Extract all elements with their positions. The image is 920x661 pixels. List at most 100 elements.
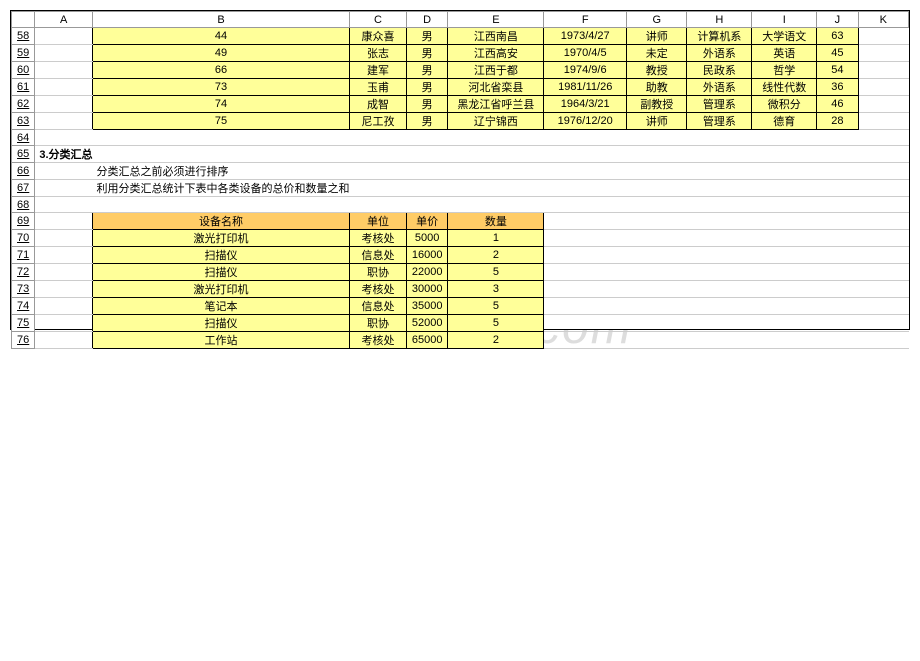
cell[interactable]: 52000 (406, 315, 447, 332)
cell[interactable] (858, 332, 908, 349)
cell[interactable]: 考核处 (350, 281, 407, 298)
cell[interactable]: 5000 (406, 230, 447, 247)
row-header[interactable]: 60 (12, 62, 35, 79)
cell[interactable] (817, 298, 858, 315)
row-header[interactable]: 73 (12, 281, 35, 298)
cell[interactable] (626, 213, 687, 230)
cell[interactable]: 男 (406, 79, 447, 96)
cell[interactable] (687, 163, 752, 180)
cell[interactable] (350, 180, 407, 197)
cell[interactable] (687, 197, 752, 213)
cell[interactable]: 3 (448, 281, 544, 298)
note-text[interactable]: 分类汇总之前必须进行排序 (93, 163, 350, 180)
cell[interactable]: 44 (93, 28, 350, 45)
cell[interactable] (858, 264, 908, 281)
cell[interactable] (858, 247, 908, 264)
cell[interactable] (817, 247, 858, 264)
cell[interactable] (687, 281, 752, 298)
cell[interactable]: 张志 (350, 45, 407, 62)
cell[interactable]: 管理系 (687, 113, 752, 130)
cell[interactable] (35, 230, 93, 247)
cell[interactable] (544, 298, 627, 315)
cell[interactable] (626, 146, 687, 163)
cell[interactable] (687, 180, 752, 197)
cell[interactable]: 30000 (406, 281, 447, 298)
cell[interactable] (752, 230, 817, 247)
cell[interactable] (752, 281, 817, 298)
cell[interactable] (35, 213, 93, 230)
cell[interactable] (752, 298, 817, 315)
cell[interactable] (350, 146, 407, 163)
cell[interactable]: 男 (406, 45, 447, 62)
cell[interactable] (35, 315, 93, 332)
cell[interactable] (687, 332, 752, 349)
header-cell[interactable]: 单位 (350, 213, 407, 230)
cell[interactable] (544, 163, 627, 180)
cell[interactable]: 尼工孜 (350, 113, 407, 130)
cell[interactable] (858, 62, 908, 79)
cell[interactable] (752, 247, 817, 264)
row-header[interactable]: 69 (12, 213, 35, 230)
cell[interactable] (626, 247, 687, 264)
cell[interactable]: 扫描仪 (93, 247, 350, 264)
cell[interactable]: 未定 (626, 45, 687, 62)
cell[interactable]: 教授 (626, 62, 687, 79)
cell[interactable]: 江西高安 (448, 45, 544, 62)
cell[interactable] (626, 197, 687, 213)
cell[interactable] (35, 197, 93, 213)
cell[interactable] (752, 180, 817, 197)
cell[interactable]: 民政系 (687, 62, 752, 79)
section-title[interactable]: 3.分类汇总 (35, 146, 93, 163)
header-cell[interactable]: 数量 (448, 213, 544, 230)
cell[interactable]: 1976/12/20 (544, 113, 627, 130)
cell[interactable] (858, 96, 908, 113)
cell[interactable] (544, 197, 627, 213)
cell[interactable] (817, 197, 858, 213)
cell[interactable]: 考核处 (350, 230, 407, 247)
cell[interactable]: 哲学 (752, 62, 817, 79)
cell[interactable] (858, 130, 908, 146)
cell[interactable] (35, 96, 93, 113)
cell[interactable] (858, 230, 908, 247)
cell[interactable] (817, 315, 858, 332)
cell[interactable] (544, 230, 627, 247)
header-cell[interactable]: 设备名称 (93, 213, 350, 230)
row-header[interactable]: 71 (12, 247, 35, 264)
cell[interactable] (626, 163, 687, 180)
cell[interactable] (35, 113, 93, 130)
col-D[interactable]: D (406, 12, 447, 28)
cell[interactable]: 74 (93, 96, 350, 113)
row-header[interactable]: 61 (12, 79, 35, 96)
cell[interactable]: 考核处 (350, 332, 407, 349)
cell[interactable]: 66 (93, 62, 350, 79)
cell[interactable] (752, 197, 817, 213)
cell[interactable] (544, 130, 627, 146)
row-header[interactable]: 76 (12, 332, 35, 349)
cell[interactable] (93, 146, 350, 163)
row-header[interactable]: 59 (12, 45, 35, 62)
cell[interactable] (752, 315, 817, 332)
row-header[interactable]: 74 (12, 298, 35, 315)
cell[interactable]: 笔记本 (93, 298, 350, 315)
col-E[interactable]: E (448, 12, 544, 28)
cell[interactable]: 28 (817, 113, 858, 130)
cell[interactable]: 信息处 (350, 298, 407, 315)
cell[interactable] (687, 213, 752, 230)
row-header[interactable]: 67 (12, 180, 35, 197)
cell[interactable] (687, 146, 752, 163)
cell[interactable]: 扫描仪 (93, 315, 350, 332)
cell[interactable] (626, 264, 687, 281)
cell[interactable] (817, 264, 858, 281)
cell[interactable] (544, 180, 627, 197)
row-header[interactable]: 70 (12, 230, 35, 247)
cell[interactable]: 1970/4/5 (544, 45, 627, 62)
cell[interactable]: 线性代数 (752, 79, 817, 96)
cell[interactable] (858, 45, 908, 62)
cell[interactable]: 45 (817, 45, 858, 62)
cell[interactable]: 54 (817, 62, 858, 79)
cell[interactable]: 副教授 (626, 96, 687, 113)
cell[interactable]: 1973/4/27 (544, 28, 627, 45)
cell[interactable]: 男 (406, 28, 447, 45)
row-header[interactable]: 58 (12, 28, 35, 45)
cell[interactable] (35, 130, 93, 146)
